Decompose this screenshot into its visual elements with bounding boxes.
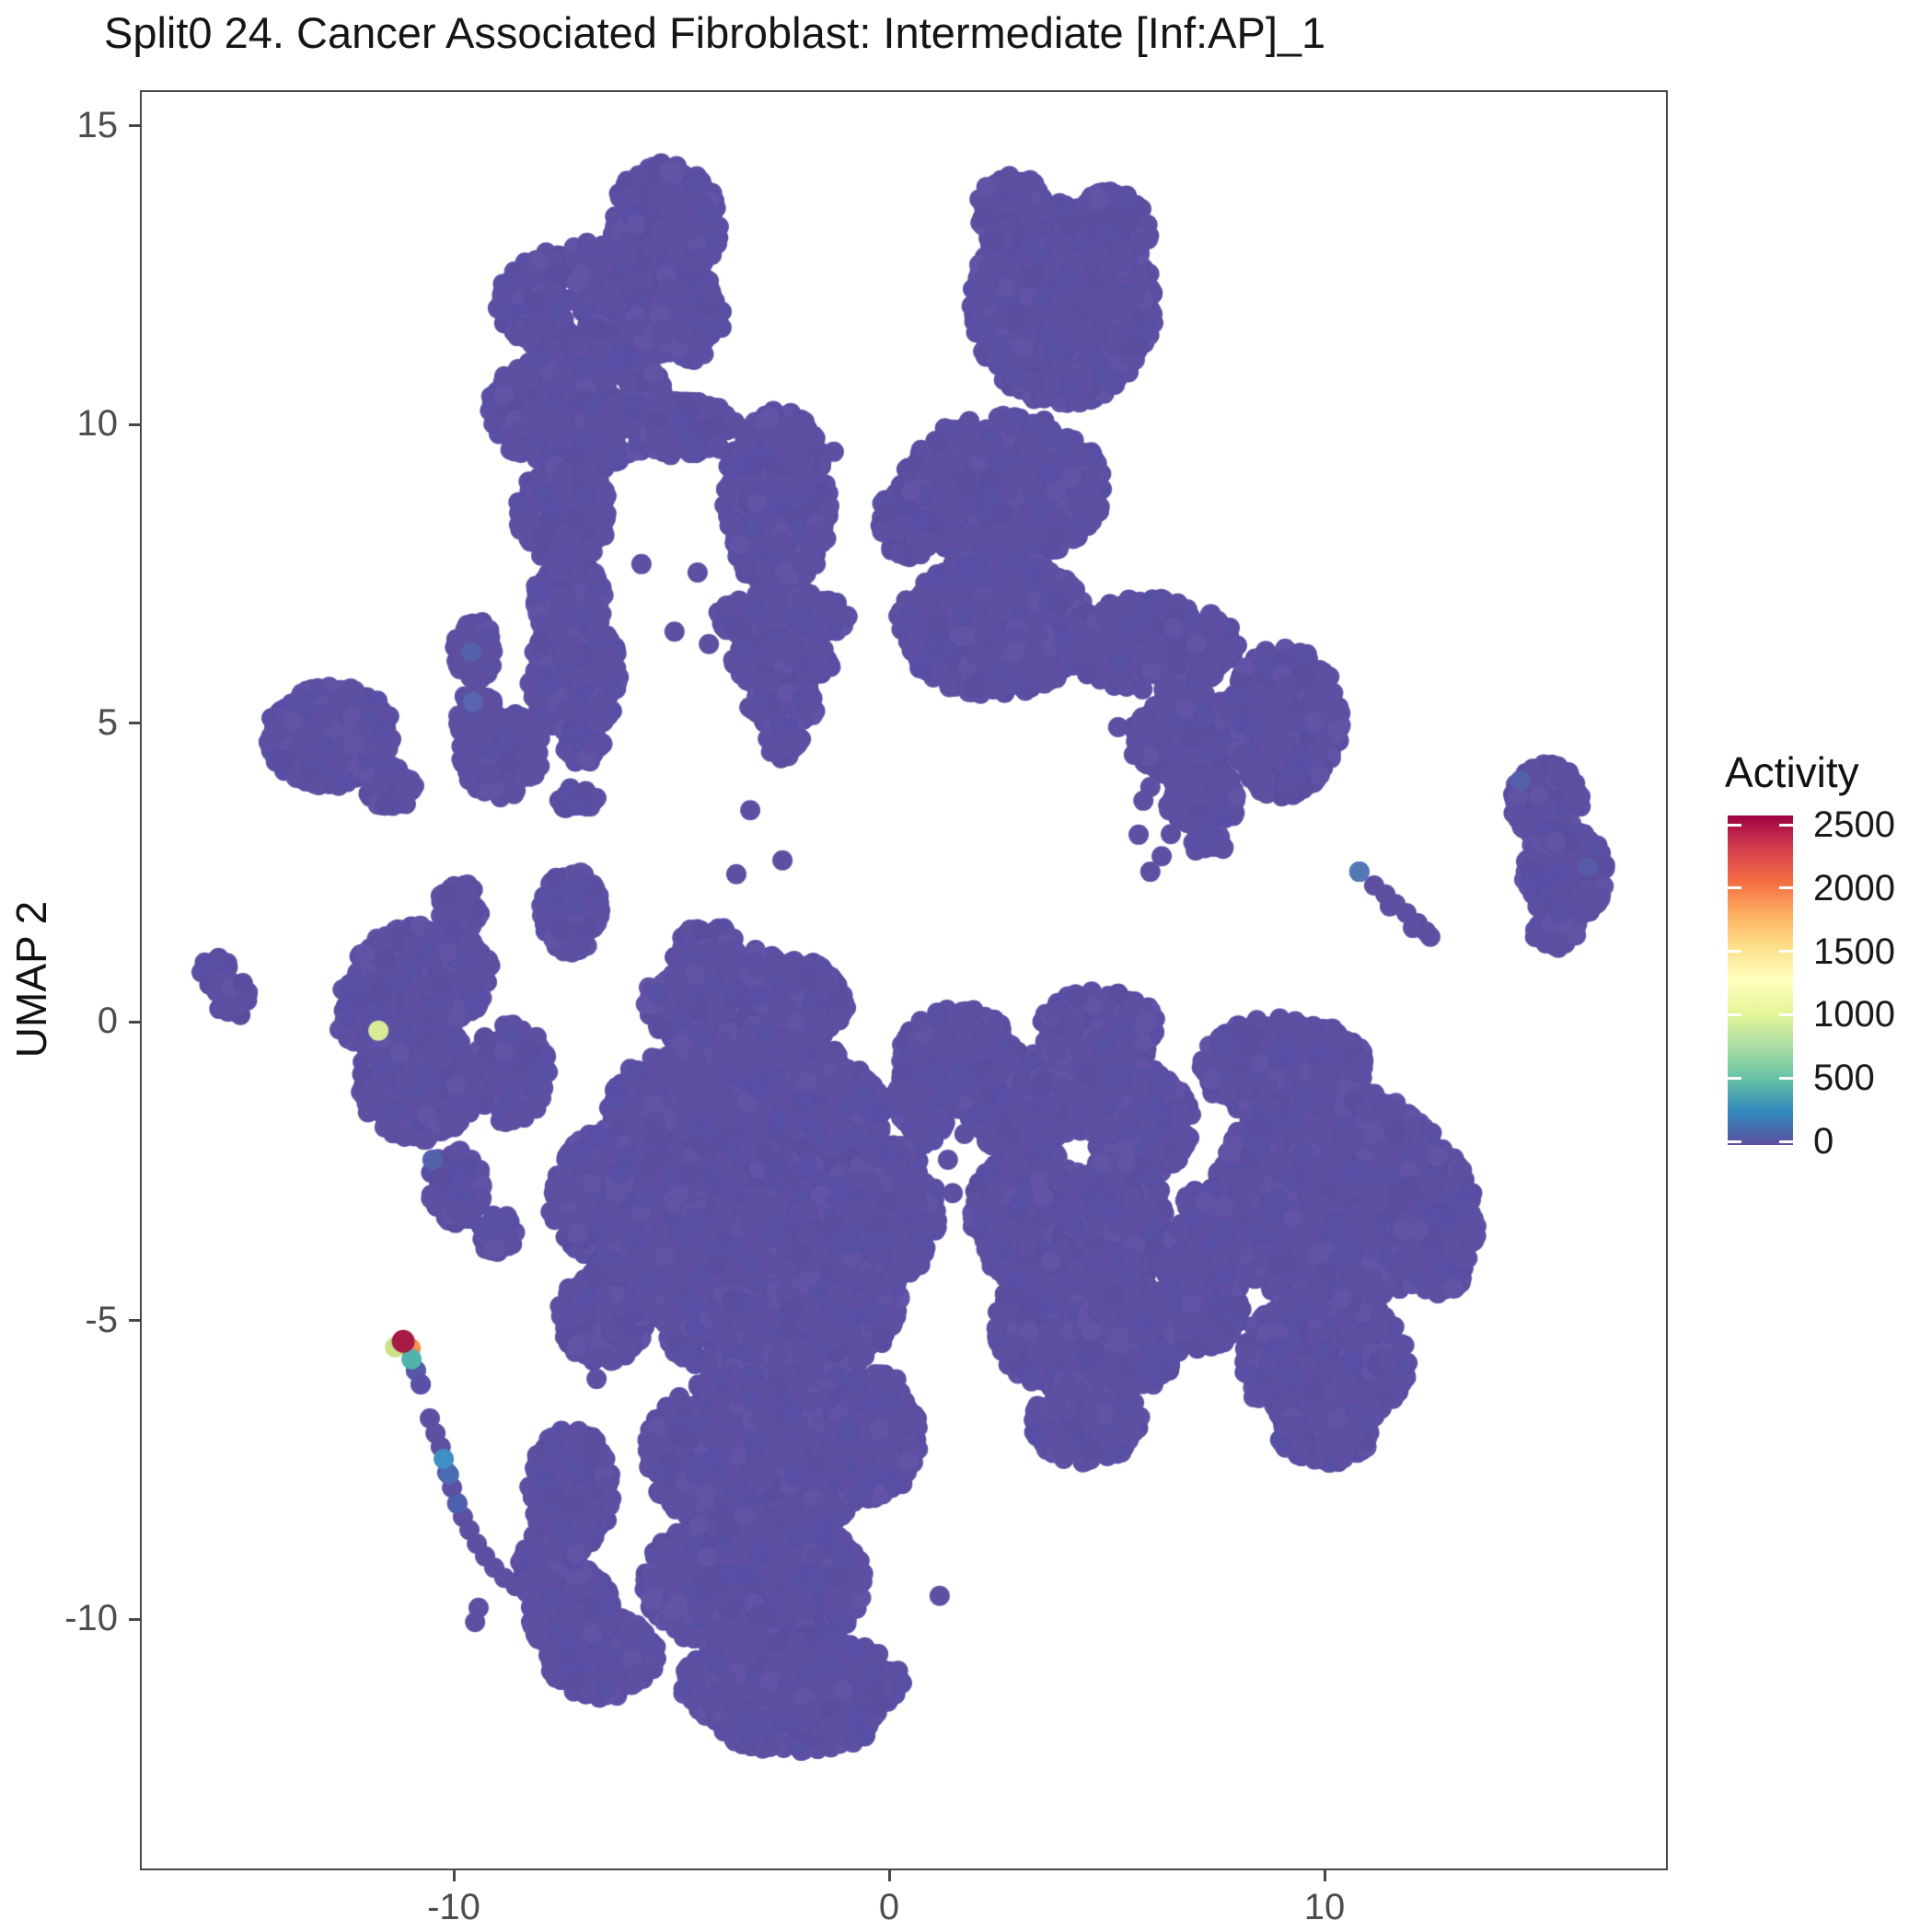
colorbar-tick-label: 1000 bbox=[1813, 994, 1895, 1035]
y-tick-mark bbox=[129, 124, 140, 127]
colorbar-tick-label: 2500 bbox=[1813, 804, 1895, 845]
colorbar-tick-mark bbox=[1779, 950, 1793, 954]
colorbar-tick-mark bbox=[1779, 886, 1793, 890]
y-tick-mark bbox=[129, 1319, 140, 1322]
x-tick-label: -10 bbox=[427, 1887, 480, 1927]
y-tick-mark bbox=[129, 1617, 140, 1621]
colorbar-tick-mark bbox=[1728, 1076, 1741, 1080]
colorbar-tick-mark bbox=[1728, 823, 1741, 827]
y-tick-mark bbox=[129, 1020, 140, 1024]
x-tick-mark bbox=[1323, 1870, 1326, 1881]
colorbar-tick-mark bbox=[1779, 1140, 1793, 1143]
y-tick-mark bbox=[129, 422, 140, 426]
x-tick-mark bbox=[887, 1870, 891, 1881]
colorbar-tick-mark bbox=[1728, 1012, 1741, 1016]
y-tick-mark bbox=[129, 722, 140, 724]
y-tick-label: 10 bbox=[76, 403, 119, 444]
colorbar-tick-mark bbox=[1779, 1076, 1793, 1080]
y-tick-label: -10 bbox=[64, 1598, 118, 1638]
y-tick-label: 0 bbox=[97, 1001, 118, 1041]
colorbar-tick-mark bbox=[1728, 886, 1741, 890]
x-tick-label: 10 bbox=[1303, 1887, 1346, 1927]
colorbar-tick-mark bbox=[1779, 823, 1793, 827]
colorbar-tick-mark bbox=[1728, 1140, 1741, 1143]
y-axis-title: UMAP 2 bbox=[7, 900, 55, 1059]
y-tick-label: 15 bbox=[76, 104, 119, 145]
y-tick-label: -5 bbox=[85, 1299, 118, 1340]
x-tick-label: 0 bbox=[878, 1887, 900, 1927]
colorbar-tick-label: 1500 bbox=[1813, 931, 1895, 972]
colorbar-tick-mark bbox=[1728, 950, 1741, 954]
colorbar-tick-label: 500 bbox=[1813, 1058, 1875, 1099]
colorbar-tick-mark bbox=[1779, 1012, 1793, 1016]
y-tick-label: 5 bbox=[97, 701, 118, 743]
legend-title: Activity bbox=[1725, 748, 1859, 796]
colorbar-tick-label: 0 bbox=[1813, 1121, 1834, 1162]
colorbar bbox=[1728, 816, 1793, 1145]
plot-title: Split0 24. Cancer Associated Fibroblast:… bbox=[104, 8, 1326, 57]
x-tick-mark bbox=[452, 1870, 456, 1881]
colorbar-tick-label: 2000 bbox=[1813, 867, 1895, 908]
scatter-canvas bbox=[140, 90, 1668, 1870]
